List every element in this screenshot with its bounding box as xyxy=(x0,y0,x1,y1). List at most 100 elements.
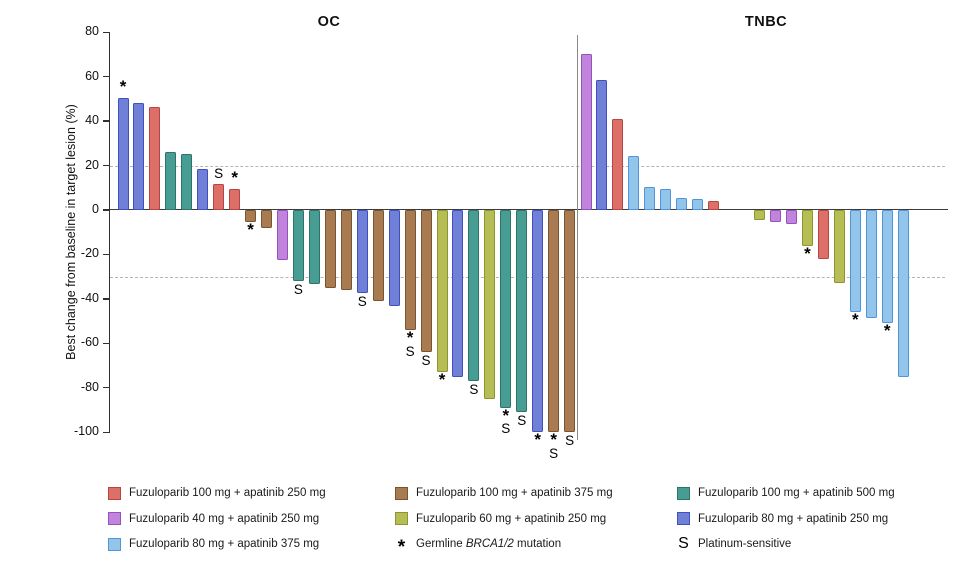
bar-oc-7 xyxy=(213,184,225,210)
bar-oc-2 xyxy=(133,103,145,210)
bar-oc-4 xyxy=(165,152,177,210)
y-axis-tick xyxy=(103,253,110,256)
brca-mutation-marker: * xyxy=(119,76,127,96)
bar-tnbc-14 xyxy=(817,210,829,259)
brca-mutation-marker: * xyxy=(851,310,859,330)
brca-mutation-marker: * xyxy=(247,220,254,240)
platinum-sensitive-marker: S xyxy=(421,353,431,369)
reference-line-20 xyxy=(110,165,945,167)
panel-title-tnbc: TNBC xyxy=(744,14,788,30)
legend-swatch-f80a375 xyxy=(108,537,121,551)
legend-swatch-f100a500 xyxy=(677,486,690,500)
platinum-marker-symbol: S xyxy=(678,535,689,552)
bar-tnbc-11 xyxy=(770,210,781,223)
platinum-sensitive-marker: S xyxy=(565,433,575,449)
bar-oc-14 xyxy=(324,210,336,288)
bar-oc-23 xyxy=(468,210,480,382)
legend-swatch-f100a250 xyxy=(108,486,121,500)
panel-separator xyxy=(576,35,578,440)
platinum-sensitive-marker: S xyxy=(357,294,367,310)
bar-tnbc-12 xyxy=(785,210,797,225)
legend-column-1: Fuzuloparib 100 mg + apatinib 250 mg Fuzu… xyxy=(108,486,326,564)
legend-item: Fuzuloparib 80 mg + apatinib 250 mg xyxy=(677,512,895,525)
y-axis-tick-label: 40 xyxy=(85,113,99,128)
legend-item: Fuzuloparib 80 mg + apatinib 375 mg xyxy=(108,537,326,551)
y-axis-tick-label: 80 xyxy=(85,24,99,39)
bar-oc-8 xyxy=(229,188,241,210)
legend-item: Fuzuloparib 100 mg + apatinib 500 mg xyxy=(677,486,895,500)
legend-item: Fuzuloparib 100 mg + apatinib 375 mg xyxy=(395,486,613,500)
bar-oc-10 xyxy=(261,210,273,228)
legend-label: Fuzuloparib 40 mg + apatinib 250 mg xyxy=(129,512,320,525)
bar-oc-19 xyxy=(404,210,416,330)
bar-oc-25 xyxy=(500,210,512,408)
platinum-sensitive-marker: S xyxy=(214,166,224,182)
legend-label: Platinum-sensitive xyxy=(698,538,792,550)
bar-tnbc-10 xyxy=(754,210,766,220)
brca-mutation-marker: * xyxy=(502,405,510,425)
bar-tnbc-2 xyxy=(596,79,608,210)
bar-oc-18 xyxy=(388,210,400,306)
bar-oc-17 xyxy=(372,210,384,302)
bar-tnbc-13 xyxy=(801,210,813,246)
panel-title-oc: OC xyxy=(317,14,341,30)
platinum-sensitive-marker: S xyxy=(405,343,415,359)
legend-label: Fuzuloparib 80 mg + apatinib 250 mg xyxy=(698,512,889,525)
bar-oc-21 xyxy=(436,210,448,373)
platinum-sensitive-marker: S xyxy=(469,382,479,398)
bar-oc-11 xyxy=(277,210,288,260)
legend-swatch-f40a250 xyxy=(108,512,121,525)
y-axis-line xyxy=(108,32,110,433)
y-axis-tick xyxy=(103,164,110,167)
y-axis-tick xyxy=(103,342,110,344)
legend-item: Fuzuloparib 40 mg + apatinib 250 mg xyxy=(108,512,326,525)
bar-tnbc-5 xyxy=(644,186,656,210)
platinum-sensitive-marker: S xyxy=(549,445,559,461)
brca-mutation-marker: * xyxy=(231,167,238,187)
y-axis-tick xyxy=(103,387,110,389)
bar-oc-12 xyxy=(292,210,304,282)
bar-tnbc-18 xyxy=(881,210,893,324)
bar-tnbc-19 xyxy=(897,210,909,377)
legend-column-2: Fuzuloparib 100 mg + apatinib 375 mg Fuzu… xyxy=(395,486,613,564)
bar-tnbc-6 xyxy=(660,188,672,210)
legend-swatch-f80a250 xyxy=(677,512,690,525)
bar-tnbc-17 xyxy=(865,210,877,318)
y-axis-tick xyxy=(103,209,110,211)
legend-column-3: Fuzuloparib 100 mg + apatinib 500 mg Fuzu… xyxy=(677,486,895,564)
bar-tnbc-4 xyxy=(628,155,640,210)
legend-item: Fuzuloparib 100 mg + apatinib 250 mg xyxy=(108,486,326,500)
bar-oc-13 xyxy=(308,210,320,285)
y-axis-tick-label: 60 xyxy=(85,68,99,83)
bar-oc-6 xyxy=(197,168,209,210)
y-axis-tick-label: 0 xyxy=(92,202,99,216)
zero-baseline xyxy=(110,208,948,211)
platinum-sensitive-marker: S xyxy=(293,282,303,298)
bar-oc-15 xyxy=(340,210,352,290)
y-axis-tick xyxy=(103,120,110,122)
y-axis-tick-label: -100 xyxy=(73,424,99,439)
bar-oc-5 xyxy=(181,154,193,210)
legend-swatch-f60a250 xyxy=(395,512,408,525)
bar-tnbc-1 xyxy=(580,54,592,210)
brca-mutation-marker: * xyxy=(883,321,891,341)
y-axis-tick xyxy=(103,431,110,433)
bar-tnbc-3 xyxy=(612,118,624,210)
legend-label: Fuzuloparib 100 mg + apatinib 500 mg xyxy=(698,487,895,499)
bar-tnbc-7 xyxy=(676,197,688,210)
bar-oc-26 xyxy=(516,210,528,413)
brca-mutation-marker: * xyxy=(534,430,541,450)
bar-oc-9 xyxy=(245,210,257,223)
legend-label: Fuzuloparib 100 mg + apatinib 375 mg xyxy=(416,487,613,499)
bar-tnbc-16 xyxy=(849,210,861,313)
legend-label: Fuzuloparib 100 mg + apatinib 250 mg xyxy=(129,487,326,499)
legend-label: Fuzuloparib 60 mg + apatinib 250 mg xyxy=(416,512,607,525)
y-axis-tick xyxy=(103,298,110,300)
bar-tnbc-15 xyxy=(833,210,845,284)
y-axis-tick-label: -20 xyxy=(80,246,99,261)
bar-oc-29 xyxy=(564,210,576,433)
bar-oc-3 xyxy=(149,106,161,210)
